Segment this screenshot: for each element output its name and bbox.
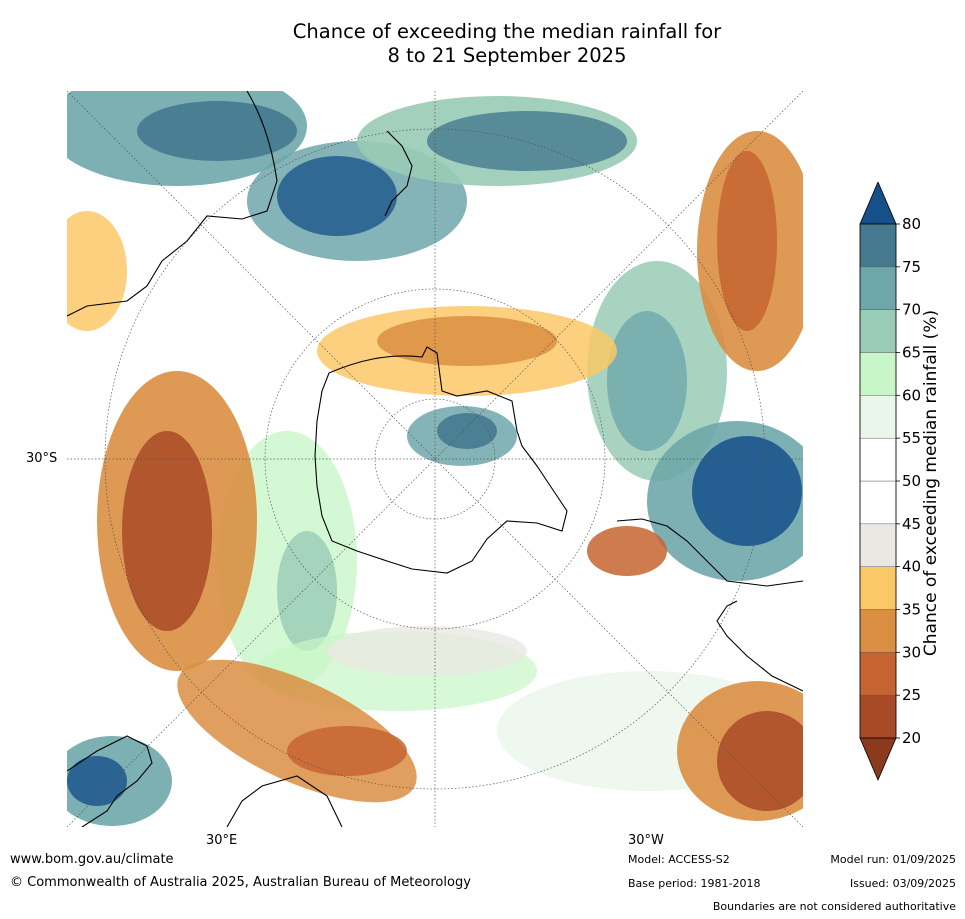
colorbar-tick-label: 70 bbox=[902, 301, 921, 319]
model-run: Model run: 01/09/2025 bbox=[830, 853, 956, 866]
wet-core-east-upper bbox=[607, 311, 687, 451]
south-america-coast bbox=[616, 518, 803, 692]
title-line-2: 8 to 21 September 2025 bbox=[387, 44, 627, 67]
probability-field bbox=[67, 91, 803, 826]
near-normal-band bbox=[327, 626, 527, 676]
colorbar: 20 25 30 35 40 45 50 55 60 65 70 75 80 bbox=[856, 180, 965, 782]
colorbar-tick-label: 40 bbox=[902, 558, 921, 576]
colorbar-segment bbox=[859, 437, 897, 482]
colorbar-max-arrow bbox=[859, 180, 897, 225]
wet-core-east bbox=[692, 436, 802, 546]
title-line-1: Chance of exceeding the median rainfall … bbox=[292, 20, 722, 43]
colorbar-tick-label: 60 bbox=[902, 386, 921, 404]
dry-core-se bbox=[717, 711, 803, 811]
colorbar-tick-label: 45 bbox=[902, 515, 921, 533]
wet-core-ne bbox=[427, 111, 627, 171]
dry-region-south-amer bbox=[587, 526, 667, 576]
colorbar-segment bbox=[859, 395, 897, 439]
copyright: © Commonwealth of Australia 2025, Austra… bbox=[10, 875, 471, 890]
wet-core-sw bbox=[67, 756, 127, 806]
colorbar-tick-label: 35 bbox=[902, 601, 921, 619]
colorbar-min-arrow bbox=[859, 737, 897, 782]
colorbar-tick-label: 55 bbox=[902, 429, 921, 447]
lon-label-30e: 30°E bbox=[206, 833, 238, 848]
colorbar-svg: 20 25 30 35 40 45 50 55 60 65 70 75 80 bbox=[859, 180, 921, 782]
dry-core-west bbox=[122, 431, 212, 631]
colorbar-segment bbox=[859, 566, 897, 610]
colorbar-segment bbox=[859, 352, 897, 396]
colorbar-segment bbox=[859, 609, 897, 653]
colorbar-tick-label: 30 bbox=[902, 643, 921, 661]
new-zealand-coast bbox=[384, 130, 413, 217]
africa-coast bbox=[67, 735, 343, 827]
colorbar-segment bbox=[859, 266, 897, 310]
colorbar-tick-label: 80 bbox=[902, 215, 921, 233]
lon-label-30w: 30°W bbox=[628, 833, 664, 848]
colorbar-segment bbox=[859, 652, 897, 696]
dry-core-sw-arc bbox=[287, 726, 407, 776]
graticule bbox=[67, 91, 803, 827]
dry-core-ne bbox=[717, 151, 777, 331]
colorbar-tick-label: 25 bbox=[902, 686, 921, 704]
dry-core-north-band bbox=[377, 316, 557, 366]
colorbar-tick-label: 50 bbox=[902, 472, 921, 490]
lat-circle-60s bbox=[264, 288, 606, 630]
map-title: Chance of exceeding the median rainfall … bbox=[0, 20, 965, 68]
colorbar-segment bbox=[859, 480, 897, 525]
colorbar-segment bbox=[859, 223, 897, 268]
wet-core-north bbox=[277, 156, 397, 236]
base-period: Base period: 1981-2018 bbox=[628, 877, 761, 890]
model-name: Model: ACCESS-S2 bbox=[628, 853, 730, 866]
lat-label-30s: 30°S bbox=[26, 451, 58, 466]
colorbar-segment bbox=[859, 309, 897, 353]
issued-date: Issued: 03/09/2025 bbox=[849, 877, 956, 890]
wet-core-nw bbox=[137, 101, 297, 161]
colorbar-tick-label: 65 bbox=[902, 344, 921, 362]
colorbar-segment bbox=[859, 694, 897, 739]
wet-ring-west-core bbox=[277, 531, 337, 651]
colorbar-tick-label: 20 bbox=[902, 729, 921, 747]
map-canvas bbox=[67, 91, 803, 827]
dry-region-left-edge bbox=[67, 211, 127, 331]
colorbar-segment bbox=[859, 523, 897, 567]
colorbar-tick-label: 75 bbox=[902, 258, 921, 276]
colorbar-title: Chance of exceeding median rainfall (%) bbox=[921, 309, 941, 657]
australia-coast bbox=[67, 91, 278, 317]
disclaimer: Boundaries are not considered authoritat… bbox=[712, 900, 956, 913]
website-link[interactable]: www.bom.gov.au/climate bbox=[10, 852, 174, 867]
antarctica-coast bbox=[314, 346, 568, 574]
rainfall-map[interactable] bbox=[67, 91, 803, 827]
